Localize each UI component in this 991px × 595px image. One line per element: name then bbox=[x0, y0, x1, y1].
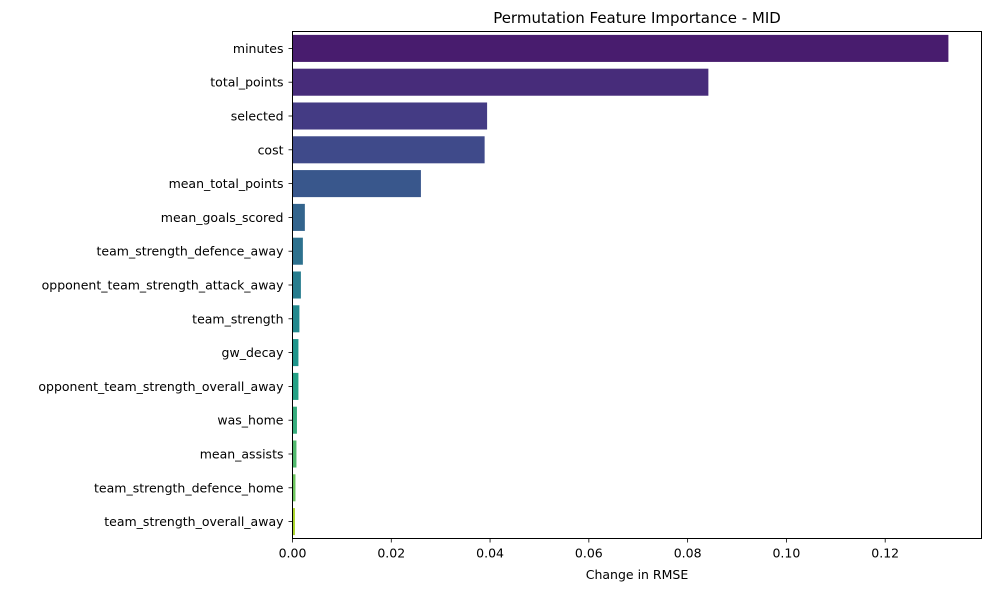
bar-team-strength bbox=[292, 305, 300, 333]
bar-opponent-team-strength-attack-away bbox=[292, 271, 301, 299]
x-axis-label: Change in RMSE bbox=[586, 567, 689, 582]
x-tick-label: 0.10 bbox=[772, 546, 800, 561]
bar-team-strength-defence-home bbox=[292, 474, 296, 502]
y-tick-label: team_strength_overall_away bbox=[104, 514, 284, 529]
y-tick-label: gw_decay bbox=[222, 345, 285, 360]
x-tick-label: 0.04 bbox=[476, 546, 504, 561]
bar-opponent-team-strength-overall-away bbox=[292, 372, 299, 400]
bar-was-home bbox=[292, 406, 297, 434]
y-axis-ticks: minutes total_points selected cost mean_tota… bbox=[38, 41, 293, 529]
y-tick-label: team_strength bbox=[192, 311, 283, 326]
x-tick-label: 0.02 bbox=[377, 546, 405, 561]
bar-total-points bbox=[292, 68, 709, 96]
x-tick-label: 0.06 bbox=[575, 546, 603, 561]
x-axis-ticks: 0.00 0.02 0.04 0.06 0.08 0.10 0.12 bbox=[279, 538, 899, 561]
bar-mean-goals-scored bbox=[292, 203, 305, 231]
bar-team-strength-overall-away bbox=[292, 508, 295, 536]
bar-gw-decay bbox=[292, 339, 299, 367]
x-tick-label: 0.08 bbox=[674, 546, 702, 561]
x-tick-label: 0.12 bbox=[871, 546, 899, 561]
bar-mean-total-points bbox=[292, 170, 421, 198]
bar-cost bbox=[292, 136, 485, 164]
y-tick-label: total_points bbox=[210, 75, 283, 90]
y-tick-label: opponent_team_strength_overall_away bbox=[38, 379, 284, 394]
y-tick-label: opponent_team_strength_attack_away bbox=[42, 278, 284, 293]
x-tick-label: 0.00 bbox=[279, 546, 307, 561]
y-tick-label: mean_goals_scored bbox=[161, 210, 284, 225]
y-tick-label: minutes bbox=[233, 41, 284, 56]
y-tick-label: cost bbox=[258, 142, 284, 157]
bar-minutes bbox=[292, 34, 949, 62]
y-tick-label: selected bbox=[231, 109, 284, 124]
bar-group bbox=[292, 34, 949, 536]
y-tick-label: mean_assists bbox=[200, 447, 284, 462]
y-tick-label: mean_total_points bbox=[169, 176, 284, 191]
y-tick-label: was_home bbox=[217, 413, 283, 428]
chart-title: Permutation Feature Importance - MID bbox=[493, 9, 781, 27]
y-tick-label: team_strength_defence_home bbox=[94, 480, 284, 495]
bar-team-strength-defence-away bbox=[292, 237, 303, 265]
plot-frame bbox=[292, 31, 982, 539]
bar-mean-assists bbox=[292, 440, 297, 468]
bar-selected bbox=[292, 102, 488, 130]
y-tick-label: team_strength_defence_away bbox=[97, 244, 285, 259]
